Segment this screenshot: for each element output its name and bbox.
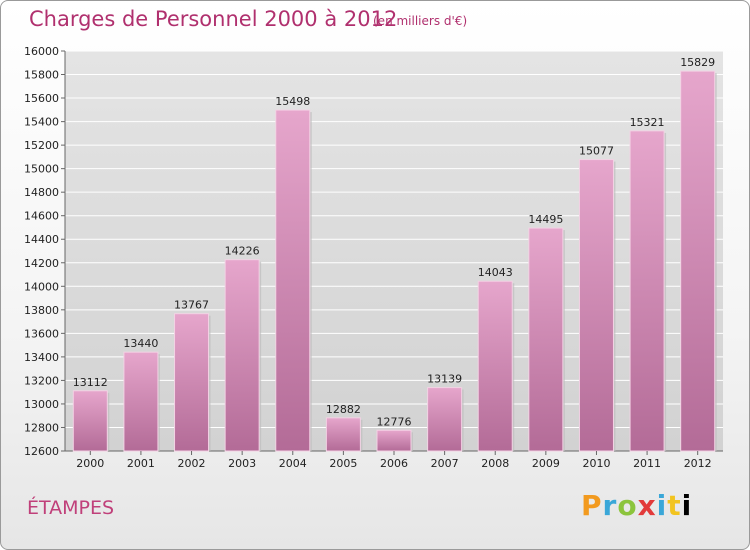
x-tick-label: 2008	[481, 457, 509, 470]
bar-value-label: 14226	[225, 245, 260, 258]
bar-value-label: 12882	[326, 403, 361, 416]
x-tick-label: 2007	[431, 457, 459, 470]
y-tick-label: 15800	[24, 69, 59, 82]
y-tick-label: 13600	[24, 327, 59, 340]
logo-letter: r	[602, 489, 618, 522]
proxiti-logo: Proxiti	[581, 489, 692, 522]
bar-value-label: 15077	[579, 145, 614, 158]
bar-value-label: 15498	[275, 95, 310, 108]
chart-subtitle: (en milliers d'€)	[373, 14, 468, 28]
x-tick-label: 2001	[127, 457, 155, 470]
y-tick-label: 14200	[24, 257, 59, 270]
bar-value-label: 15321	[630, 116, 665, 129]
y-tick-label: 15200	[24, 139, 59, 152]
logo-letter: P	[581, 489, 603, 522]
x-tick-label: 2004	[279, 457, 307, 470]
y-tick-label: 14600	[24, 210, 59, 223]
x-tick-label: 2005	[329, 457, 357, 470]
chart-title: Charges de Personnel 2000 à 2012	[29, 7, 398, 31]
y-tick-label: 14000	[24, 280, 59, 293]
x-tick-label: 2012	[684, 457, 712, 470]
bar	[528, 227, 564, 452]
bar-value-label: 14043	[478, 266, 513, 279]
x-tick-label: 2002	[178, 457, 206, 470]
logo-letter: i	[656, 489, 668, 522]
logo-letter: o	[617, 489, 638, 522]
y-tick-label: 13200	[24, 374, 59, 387]
x-tick-label: 2009	[532, 457, 560, 470]
bar	[72, 390, 108, 452]
logo-letter: t	[667, 489, 682, 522]
x-tick-label: 2000	[76, 457, 104, 470]
bar	[477, 280, 513, 452]
y-tick-label: 15400	[24, 116, 59, 129]
y-tick-label: 12600	[24, 445, 59, 458]
bar	[376, 429, 412, 452]
bar-value-label: 15829	[680, 56, 715, 69]
x-tick-label: 2003	[228, 457, 256, 470]
bar	[629, 130, 665, 452]
y-tick-label: 15600	[24, 92, 59, 105]
bar	[174, 313, 210, 452]
bar-value-label: 14495	[528, 213, 563, 226]
y-tick-label: 12800	[24, 421, 59, 434]
x-tick-label: 2006	[380, 457, 408, 470]
bar	[680, 70, 716, 452]
bar	[578, 159, 614, 452]
x-tick-label: 2011	[633, 457, 661, 470]
bar-value-label: 13440	[123, 337, 158, 350]
x-tick-label: 2010	[582, 457, 610, 470]
y-tick-label: 16000	[24, 45, 59, 58]
bar-value-label: 13112	[73, 376, 108, 389]
y-tick-label: 14800	[24, 186, 59, 199]
bar	[325, 417, 361, 452]
y-tick-label: 13000	[24, 398, 59, 411]
y-tick-label: 14400	[24, 233, 59, 246]
y-tick-label: 13400	[24, 351, 59, 364]
logo-letter: x	[637, 489, 657, 522]
city-name: ÉTAMPES	[27, 497, 115, 519]
y-tick-label: 15000	[24, 163, 59, 176]
plot-area	[65, 51, 723, 451]
bar	[427, 387, 463, 452]
bar-value-label: 13767	[174, 299, 209, 312]
bar-value-label: 13139	[427, 373, 462, 386]
bar	[275, 109, 311, 452]
bar-value-label: 12776	[377, 415, 412, 428]
y-tick-label: 13800	[24, 304, 59, 317]
bar	[123, 351, 159, 452]
logo-letter: i	[681, 489, 693, 522]
bar	[224, 259, 260, 452]
